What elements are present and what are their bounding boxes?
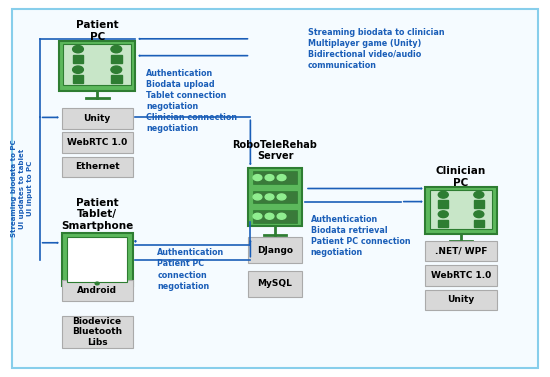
Text: WebRTC 1.0: WebRTC 1.0 xyxy=(431,271,491,280)
Text: RoboTeleRehab
Server: RoboTeleRehab Server xyxy=(233,140,317,161)
FancyBboxPatch shape xyxy=(73,55,84,63)
Text: DJango: DJango xyxy=(257,246,293,255)
Text: .NET/ WPF: .NET/ WPF xyxy=(435,247,487,256)
Text: Authentication
Biodata retrieval
Patient PC connection
negotiation: Authentication Biodata retrieval Patient… xyxy=(311,215,410,257)
FancyBboxPatch shape xyxy=(248,271,302,297)
FancyBboxPatch shape xyxy=(59,41,135,91)
Text: Biodevice
Bluetooth
Libs: Biodevice Bluetooth Libs xyxy=(72,317,122,346)
FancyBboxPatch shape xyxy=(62,233,133,286)
Text: Authentication
Biodata upload
Tablet connection
negotiation
Clinician connection: Authentication Biodata upload Tablet con… xyxy=(146,69,238,133)
Text: Unity: Unity xyxy=(84,114,111,123)
FancyBboxPatch shape xyxy=(62,132,133,153)
Circle shape xyxy=(253,213,262,219)
FancyBboxPatch shape xyxy=(426,290,497,310)
Circle shape xyxy=(111,66,122,74)
FancyBboxPatch shape xyxy=(12,9,538,368)
Text: Patient
PC: Patient PC xyxy=(76,20,118,42)
Text: Ethernet: Ethernet xyxy=(75,162,119,172)
FancyBboxPatch shape xyxy=(62,316,133,348)
FancyBboxPatch shape xyxy=(426,265,497,286)
Circle shape xyxy=(277,213,286,219)
Circle shape xyxy=(265,194,274,200)
FancyBboxPatch shape xyxy=(73,75,84,83)
FancyBboxPatch shape xyxy=(62,157,133,177)
Circle shape xyxy=(474,211,484,218)
FancyBboxPatch shape xyxy=(438,200,448,208)
Circle shape xyxy=(265,213,274,219)
Text: MySQL: MySQL xyxy=(257,279,293,288)
Text: Clinician
PC: Clinician PC xyxy=(436,166,486,188)
FancyBboxPatch shape xyxy=(111,75,122,83)
Circle shape xyxy=(474,192,484,198)
Text: Unity: Unity xyxy=(448,295,475,304)
FancyBboxPatch shape xyxy=(253,210,297,222)
FancyBboxPatch shape xyxy=(111,55,122,63)
Text: Streaming biodata to PC
UI updates to tablet
UI input to PC: Streaming biodata to PC UI updates to ta… xyxy=(11,140,33,237)
Circle shape xyxy=(95,282,99,285)
FancyBboxPatch shape xyxy=(430,190,492,228)
FancyBboxPatch shape xyxy=(62,108,133,129)
FancyBboxPatch shape xyxy=(438,220,448,227)
Circle shape xyxy=(438,192,448,198)
Text: WebRTC 1.0: WebRTC 1.0 xyxy=(67,138,127,147)
Text: Streaming biodata to clinician
Multiplayer game (Unity)
Bidirectional video/audi: Streaming biodata to clinician Multiplay… xyxy=(308,28,444,70)
Circle shape xyxy=(438,211,448,218)
FancyBboxPatch shape xyxy=(474,200,484,208)
FancyBboxPatch shape xyxy=(253,171,297,184)
Circle shape xyxy=(73,46,84,53)
Text: Authentication
Patient PC
connection
negotiation: Authentication Patient PC connection neg… xyxy=(157,248,224,291)
FancyBboxPatch shape xyxy=(426,241,497,262)
FancyBboxPatch shape xyxy=(248,237,302,264)
FancyBboxPatch shape xyxy=(62,280,133,301)
FancyBboxPatch shape xyxy=(426,187,497,234)
Circle shape xyxy=(277,175,286,181)
Text: Patient
Tablet/
Smartphone: Patient Tablet/ Smartphone xyxy=(61,198,133,231)
Circle shape xyxy=(277,194,286,200)
Circle shape xyxy=(265,175,274,181)
Circle shape xyxy=(253,175,262,181)
Text: Android: Android xyxy=(77,286,117,295)
FancyBboxPatch shape xyxy=(474,220,484,227)
FancyBboxPatch shape xyxy=(248,168,302,226)
Circle shape xyxy=(253,194,262,200)
FancyBboxPatch shape xyxy=(63,44,131,85)
Circle shape xyxy=(111,46,122,53)
FancyBboxPatch shape xyxy=(253,191,297,203)
FancyBboxPatch shape xyxy=(67,237,127,282)
Circle shape xyxy=(73,66,84,74)
